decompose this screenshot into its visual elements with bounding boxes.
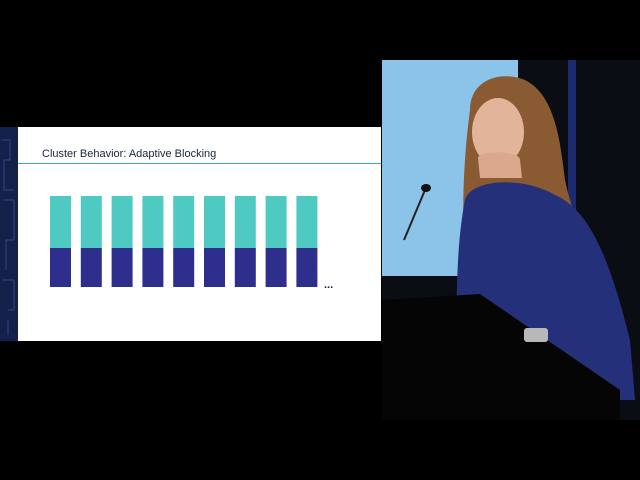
block-bottom: [204, 248, 225, 287]
block-top: [111, 196, 133, 248]
block-top: [50, 196, 71, 248]
block-top: [296, 196, 318, 248]
microphone-stem: [403, 189, 426, 241]
block-bottom: [265, 248, 287, 287]
face: [472, 98, 524, 166]
circuit-lines: [2, 139, 15, 335]
slide-title: Cluster Behavior: Adaptive Blocking: [42, 148, 216, 160]
block-bars: [50, 196, 318, 287]
block-bottom: [234, 248, 256, 287]
slide-body: [18, 127, 381, 341]
podium: [382, 294, 620, 420]
block-top: [265, 196, 287, 248]
neck: [478, 152, 522, 178]
slide: Cluster Behavior: Adaptive Blocking ...: [0, 127, 381, 341]
slide-edge-pattern: [0, 127, 18, 341]
block-top: [142, 196, 164, 248]
block-bottom: [50, 248, 71, 287]
block-bottom: [111, 248, 133, 287]
block-top: [234, 196, 256, 248]
screen-edge: [568, 60, 576, 260]
block-bottom: [296, 248, 318, 287]
speaker-scene: [382, 60, 640, 420]
block-bottom: [173, 248, 195, 287]
block-top: [204, 196, 225, 248]
block-top: [173, 196, 195, 248]
block-top: [80, 196, 102, 248]
ellipsis: ...: [324, 279, 333, 291]
block-bottom: [80, 248, 102, 287]
podium-object: [524, 328, 548, 342]
microphone: [421, 184, 431, 192]
block-bottom: [142, 248, 164, 287]
